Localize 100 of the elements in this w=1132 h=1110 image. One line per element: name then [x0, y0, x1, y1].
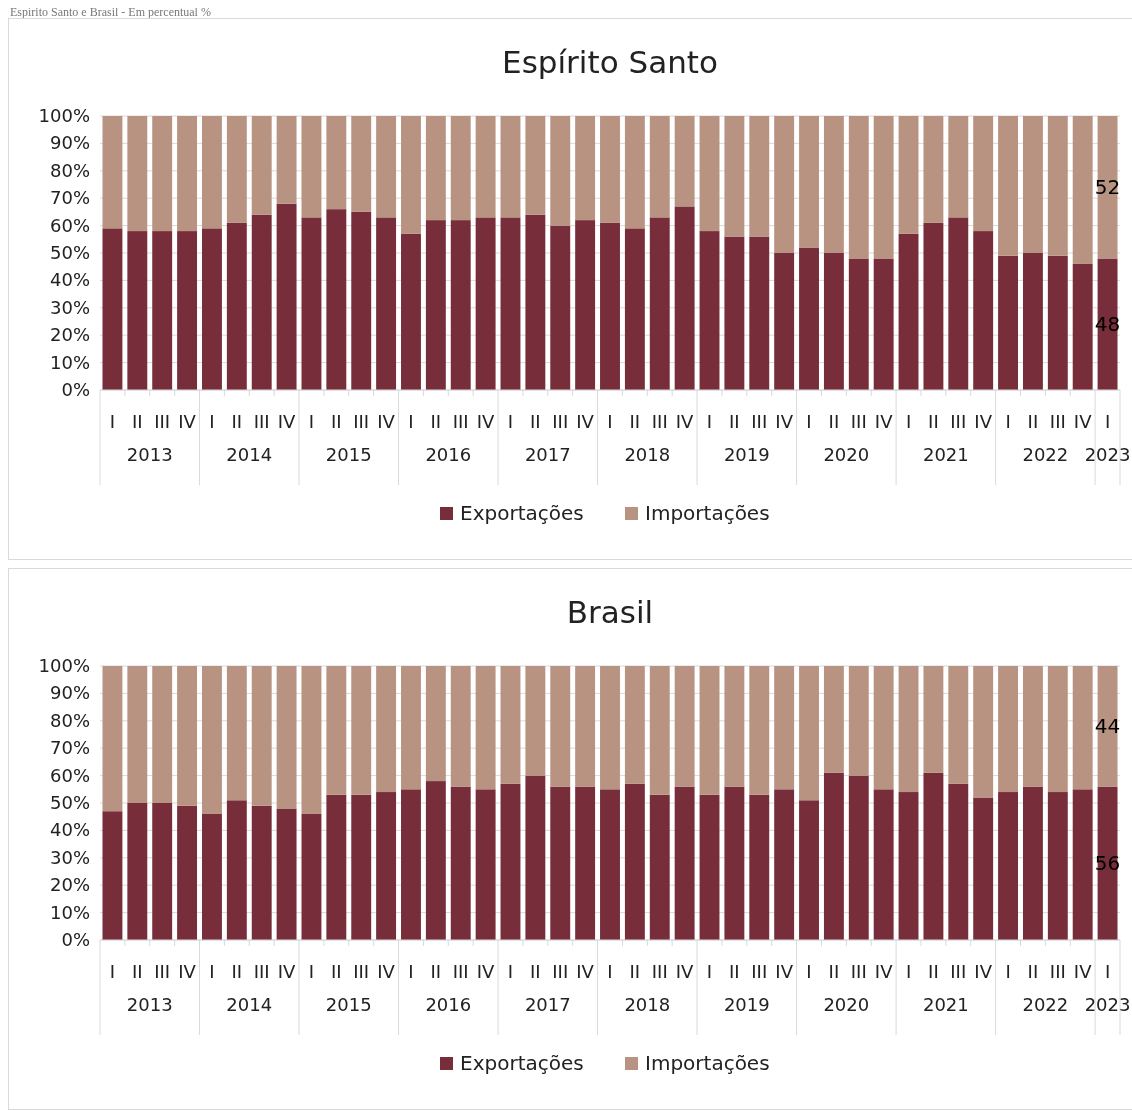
x-tick-label: II: [231, 411, 243, 432]
bar: [575, 116, 596, 221]
bar: [152, 116, 173, 232]
bar: [873, 789, 894, 940]
text: 2021: [922, 444, 969, 465]
bar: [624, 666, 645, 784]
bar: [848, 775, 869, 940]
bar: [998, 792, 1018, 940]
y-tick-label: 0%: [61, 379, 90, 400]
x-tick-label: IV: [874, 961, 894, 982]
bar: [401, 789, 421, 940]
x-tick-label: III: [253, 411, 270, 432]
text: 2019: [723, 994, 770, 1015]
x-tick-label: I: [905, 411, 912, 432]
x-tick-label: I: [507, 961, 514, 982]
x-tick-label: IV: [675, 411, 695, 432]
x-tick-label: III: [552, 411, 569, 432]
bar: [649, 794, 670, 940]
bar: [1072, 263, 1093, 390]
x-tick-label: I: [109, 961, 116, 982]
text: 2019: [723, 444, 770, 465]
bar: [799, 666, 819, 801]
bar: [873, 116, 894, 259]
bar: [425, 781, 446, 940]
bar: [276, 808, 297, 940]
bar: [450, 116, 471, 221]
x-tick-label: IV: [178, 411, 197, 432]
bar: [1072, 666, 1093, 790]
bar: [177, 805, 198, 940]
x-tick-label: III: [353, 961, 370, 982]
bar: [674, 786, 695, 940]
bar: [401, 233, 421, 390]
bar: [425, 116, 446, 221]
bar: [649, 217, 670, 390]
x-tick-label: I: [308, 961, 315, 982]
x-tick-label: II: [629, 961, 641, 982]
y-tick-label: 70%: [49, 187, 90, 209]
x-tick-label: I: [806, 411, 812, 432]
text: 2020: [823, 994, 870, 1015]
bar: [202, 813, 222, 940]
bar: [998, 255, 1018, 390]
bar: [724, 236, 745, 390]
bar: [600, 789, 620, 940]
bar: [425, 666, 446, 782]
bar: [152, 803, 173, 940]
y-tick-label: 10%: [49, 351, 90, 373]
text: 2016: [425, 444, 472, 465]
bar: [799, 116, 819, 248]
bar: [973, 666, 994, 798]
x-tick-label: I: [706, 411, 713, 432]
y-tick-label: 100%: [38, 105, 90, 126]
bar: [376, 116, 397, 218]
x-tick-label: I: [1104, 961, 1111, 982]
x-tick-label: I: [905, 961, 912, 982]
x-tick-label: IV: [277, 411, 297, 432]
bar: [351, 666, 372, 795]
bar: [276, 203, 297, 390]
bar: [1047, 116, 1068, 256]
y-tick-label: 100%: [38, 655, 90, 676]
x-tick-label: I: [607, 961, 613, 982]
x-tick-label: IV: [576, 961, 595, 982]
bar: [575, 786, 596, 940]
bar: [1047, 255, 1068, 390]
y-tick-label: 90%: [49, 132, 90, 154]
x-tick-label: IV: [974, 961, 993, 982]
chart-subtitle: Espírito Santo e Brasil - Em percentual %: [10, 5, 211, 19]
bar: [998, 666, 1018, 793]
x-tick-label: III: [1049, 961, 1066, 982]
bar: [301, 116, 322, 218]
bar: [649, 116, 670, 218]
x-tick-label: IV: [974, 411, 993, 432]
x-tick-label: IV: [178, 961, 197, 982]
bar: [301, 217, 322, 390]
y-tick-label: 40%: [49, 819, 90, 841]
bar: [624, 116, 645, 229]
bar: [724, 116, 745, 237]
x-tick-label: II: [729, 411, 740, 432]
bar: [475, 116, 496, 218]
bar: [251, 116, 272, 215]
text: 2014: [226, 444, 273, 465]
x-tick-label: II: [928, 961, 939, 982]
bar: [152, 231, 173, 390]
x-tick-label: IV: [874, 411, 894, 432]
bar: [948, 666, 969, 784]
bar: [251, 666, 272, 806]
x-tick-label: II: [530, 961, 541, 982]
x-tick-label: III: [154, 411, 171, 432]
x-tick-label: II: [430, 961, 442, 982]
legend-label: Importações: [645, 501, 770, 525]
x-tick-label: III: [850, 961, 867, 982]
bar: [948, 783, 969, 940]
bar: [898, 116, 919, 234]
bar: [1072, 789, 1093, 940]
x-tick-label: IV: [576, 411, 595, 432]
bar: [699, 231, 720, 390]
text: 2018: [624, 444, 671, 465]
bar: [749, 236, 770, 390]
bar: [973, 116, 994, 232]
bar: [575, 666, 596, 787]
bar: [1022, 786, 1043, 940]
